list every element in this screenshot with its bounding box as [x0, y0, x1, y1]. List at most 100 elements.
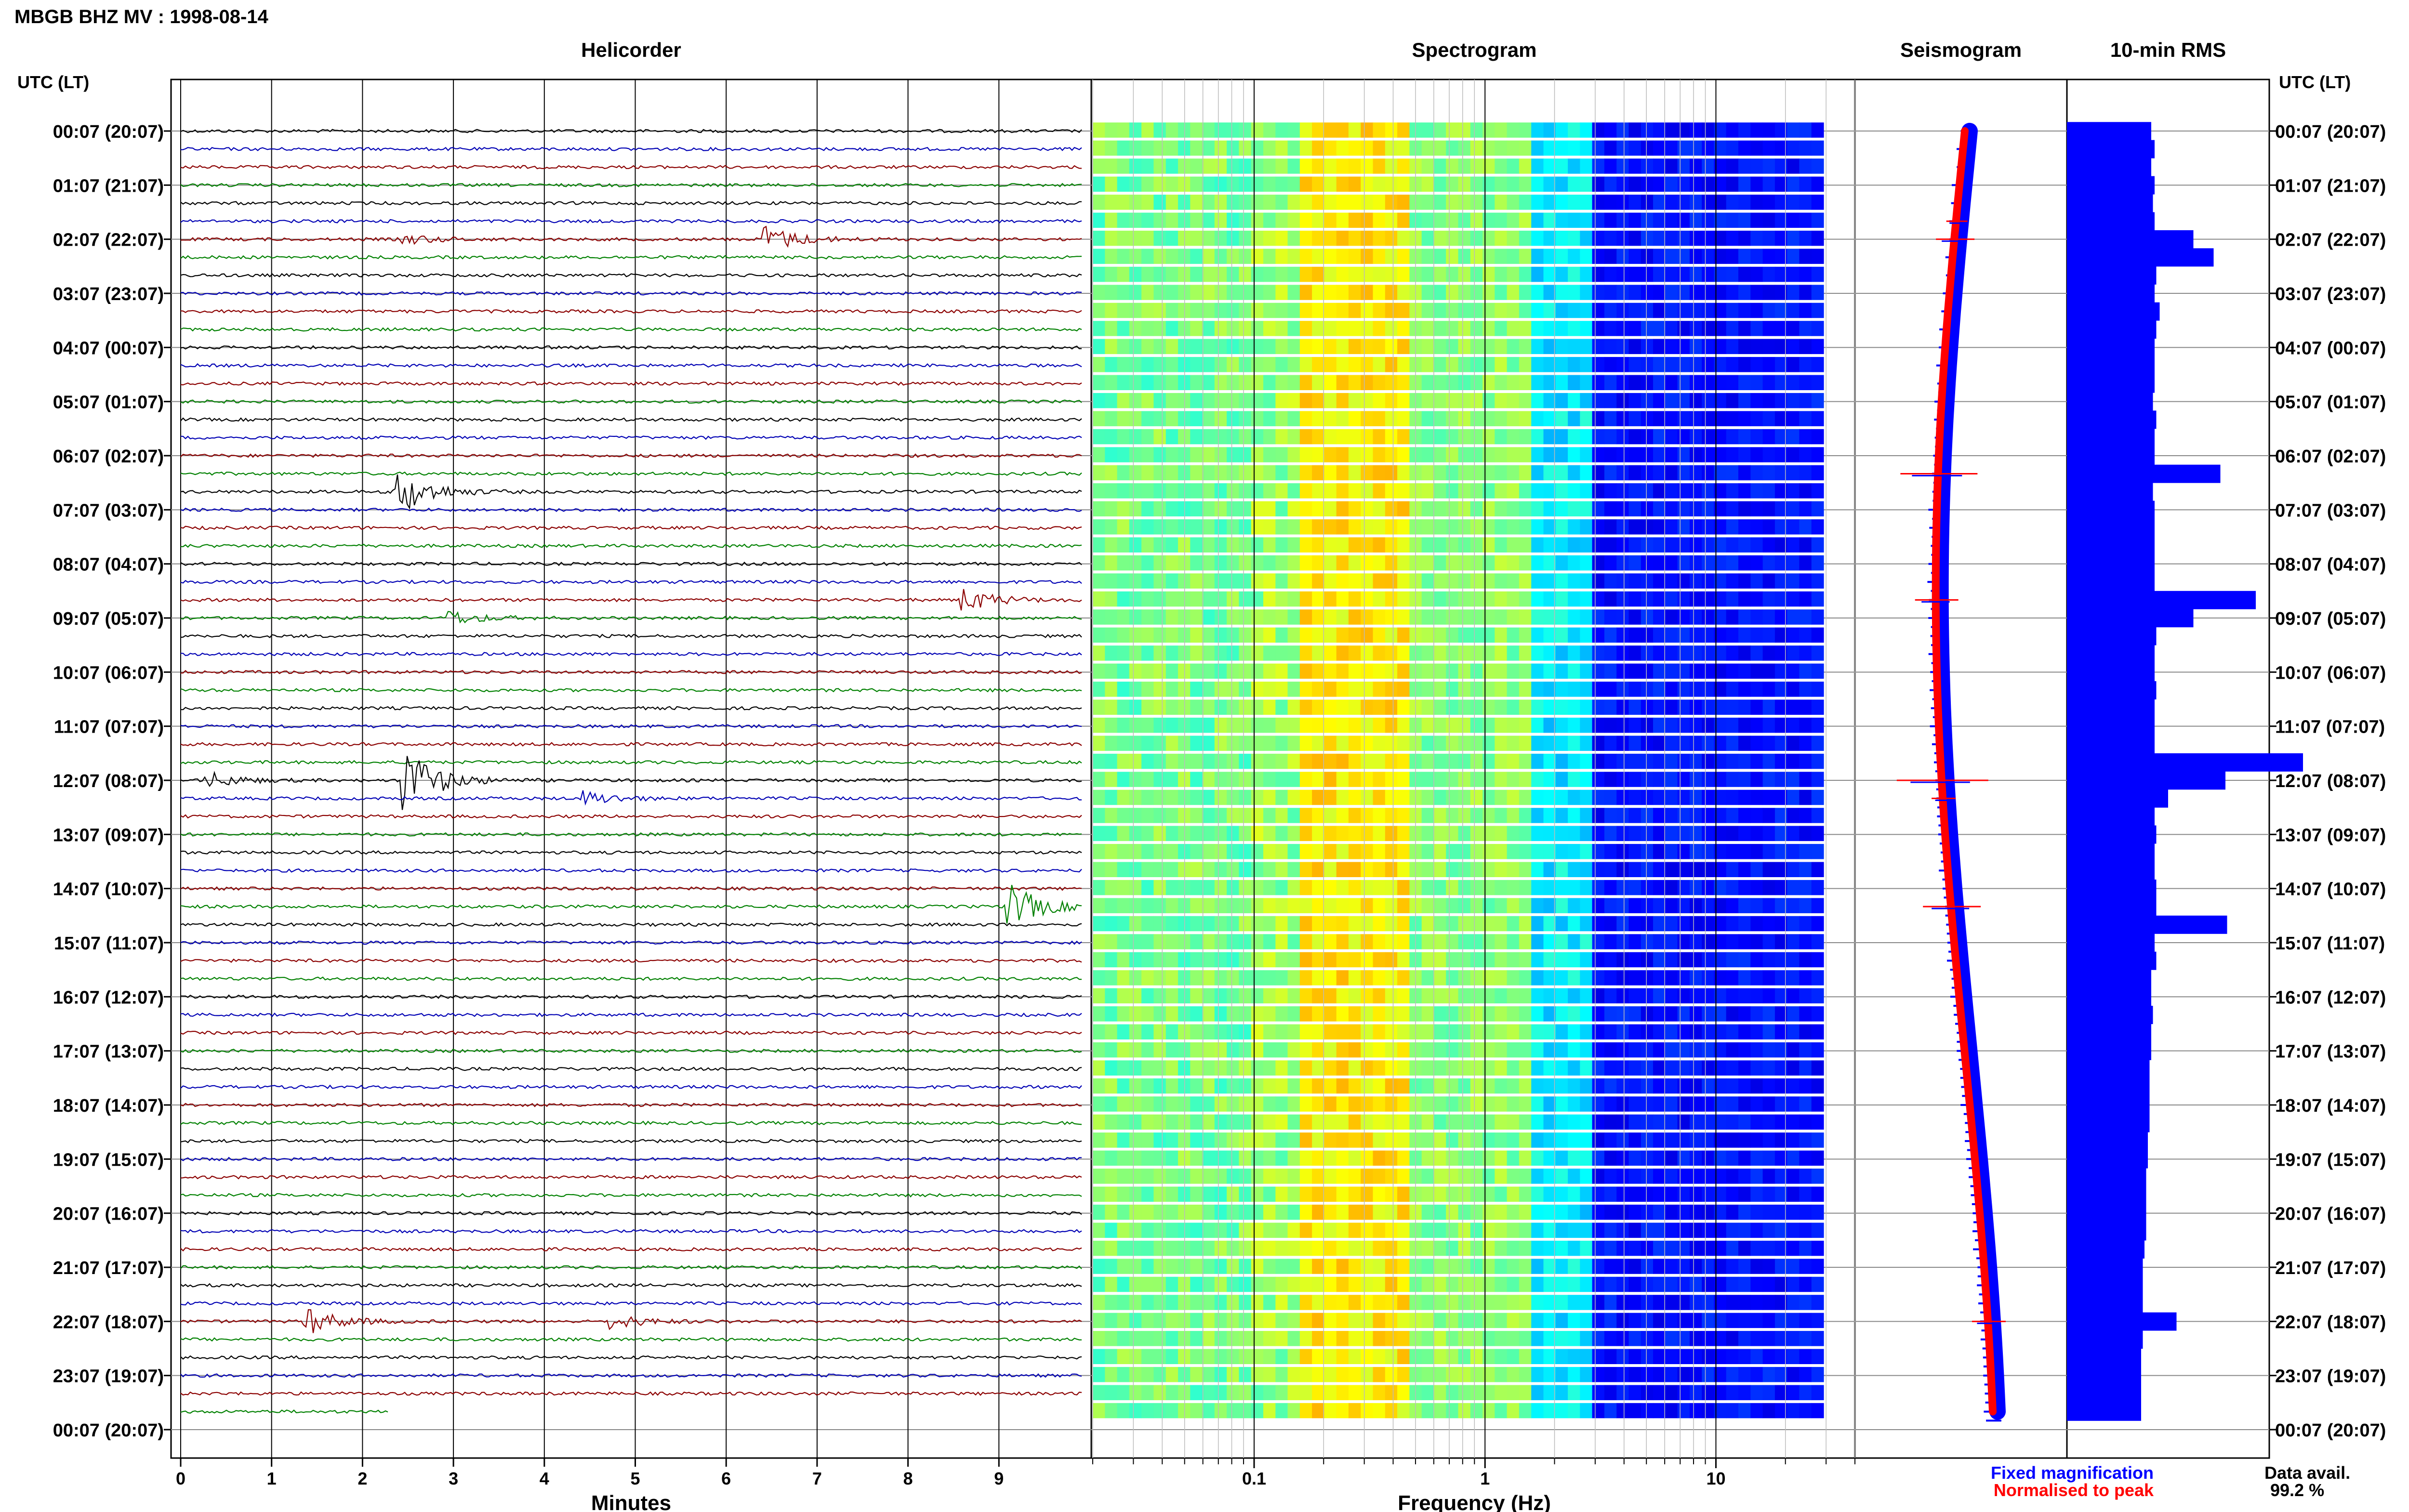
spectrogram-cell	[1299, 1150, 1312, 1166]
spectrogram-cell	[1604, 230, 1617, 246]
spectrogram-cell	[1397, 266, 1410, 282]
spectrogram-cell	[1433, 249, 1446, 264]
spectrogram-cell	[1702, 140, 1715, 156]
spectrogram-cell	[1299, 357, 1312, 372]
spectrogram-cell	[1251, 573, 1264, 589]
spectrogram-cell	[1178, 1150, 1191, 1166]
spectrogram-cell	[1178, 140, 1191, 156]
spectrogram-cell	[1251, 1367, 1264, 1382]
spectrogram-cell	[1336, 1006, 1349, 1022]
spectrogram-cell	[1202, 736, 1215, 751]
spectrogram-cell	[1287, 249, 1300, 264]
spectrogram-cell	[1543, 1006, 1556, 1022]
spectrogram-cell	[1811, 447, 1824, 462]
spectrogram-cell	[1239, 519, 1252, 535]
spectrogram-cell	[1628, 1024, 1641, 1039]
spectrogram-cell	[1677, 1313, 1690, 1328]
time-label: 04:07 (00:07)	[2275, 338, 2386, 358]
spectrogram-cell	[1446, 1240, 1459, 1256]
spectrogram-cell	[1373, 339, 1386, 355]
spectrogram-cell	[1568, 1186, 1580, 1202]
spectrogram-cell	[1117, 1295, 1130, 1310]
spectrogram-cell	[1446, 826, 1459, 841]
spectrogram-cell	[1214, 230, 1227, 246]
spectrogram-cell	[1616, 627, 1629, 643]
spectrogram-cell	[1568, 1024, 1580, 1039]
spectrogram-cell	[1507, 808, 1520, 823]
spectrogram-cell	[1397, 970, 1410, 986]
spectrogram-cell	[1507, 934, 1520, 949]
spectrogram-cell	[1799, 1223, 1812, 1238]
spectrogram-cell	[1178, 195, 1191, 210]
spectrogram-cell	[1458, 880, 1471, 895]
spectrogram-cell	[1129, 573, 1142, 589]
spectrogram-cell	[1555, 645, 1568, 661]
spectrogram-cell	[1604, 573, 1617, 589]
spectrogram-cell	[1141, 176, 1154, 192]
spectrogram-cell	[1689, 1367, 1702, 1382]
spectrogram-cell	[1227, 682, 1239, 697]
spectrogram-cell	[1117, 862, 1130, 877]
spectrogram-cell	[1482, 1186, 1495, 1202]
spectrogram-cell	[1312, 663, 1324, 679]
spectrogram-cell	[1312, 537, 1324, 552]
spectrogram-cell	[1165, 1150, 1178, 1166]
spectrogram-cell	[1616, 1259, 1629, 1274]
spectrogram-cell	[1275, 699, 1288, 715]
spectrogram-cell	[1653, 555, 1666, 571]
spectrogram-cell	[1495, 483, 1508, 499]
spectrogram-cell	[1275, 140, 1288, 156]
spectrogram-cell	[1482, 717, 1495, 733]
spectrogram-cell	[1190, 880, 1203, 895]
spectrogram-cell	[1178, 1240, 1191, 1256]
spectrogram-cell	[1641, 1060, 1654, 1076]
spectrogram-cell	[1568, 1042, 1580, 1058]
spectrogram-cell	[1312, 1060, 1324, 1076]
spectrogram-cell	[1141, 195, 1154, 210]
spectrogram-cell	[1738, 1204, 1751, 1220]
spectrogram-cell	[1555, 302, 1568, 318]
spectrogram-cell	[1519, 1006, 1532, 1022]
spectrogram-cell	[1689, 1259, 1702, 1274]
spectrogram-cell	[1543, 1385, 1556, 1400]
spectrogram-cell	[1312, 591, 1324, 607]
helicorder-trace	[180, 994, 1082, 999]
spectrogram-cell	[1178, 249, 1191, 264]
spectrogram-cell	[1628, 249, 1641, 264]
spectrogram-cell	[1251, 609, 1264, 625]
spectrogram-cell	[1093, 952, 1105, 968]
spectrogram-cell	[1385, 699, 1398, 715]
spectrogram-cell	[1531, 717, 1544, 733]
spectrogram-cell	[1227, 393, 1239, 408]
time-axis-label-left: UTC (LT)	[17, 72, 89, 92]
spectrogram-cell	[1482, 699, 1495, 715]
helicorder-trace	[180, 706, 1082, 710]
spectrogram-cell	[1373, 1367, 1386, 1382]
spectrogram-cell	[1141, 789, 1154, 805]
spectrogram-cell	[1336, 1240, 1349, 1256]
spectrogram-cell	[1312, 808, 1324, 823]
spectrogram-cell	[1811, 140, 1824, 156]
spectrogram-cell	[1604, 339, 1617, 355]
helicorder-trace	[180, 526, 1082, 530]
spectrogram-cell	[1093, 537, 1105, 552]
spectrogram-cell	[1141, 393, 1154, 408]
spectrogram-cell	[1726, 465, 1739, 481]
spectrogram-cell	[1689, 880, 1702, 895]
spectrogram-cell	[1385, 158, 1398, 174]
helicorder-trace	[180, 976, 1082, 981]
spectrogram-cell	[1336, 916, 1349, 932]
spectrogram-cell	[1543, 429, 1556, 445]
spectrogram-cell	[1361, 176, 1374, 192]
spectrogram-cell	[1385, 465, 1398, 481]
spectrogram-cell	[1482, 465, 1495, 481]
spectrogram-cell	[1458, 916, 1471, 932]
spectrogram-cell	[1787, 699, 1800, 715]
spectrogram-cell	[1312, 988, 1324, 1004]
spectrogram-cell	[1653, 393, 1666, 408]
spectrogram-cell	[1519, 1313, 1532, 1328]
spectrogram-cell	[1458, 158, 1471, 174]
spectrogram-cell	[1531, 339, 1544, 355]
spectrogram-cell	[1093, 249, 1105, 264]
spectrogram-cell	[1702, 195, 1715, 210]
